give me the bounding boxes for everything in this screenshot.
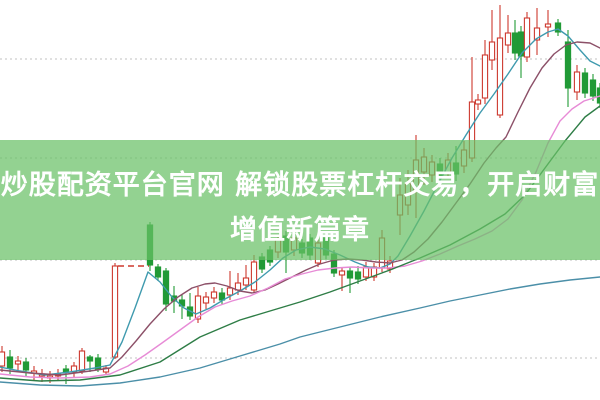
candle-body bbox=[533, 27, 541, 41]
candle-body bbox=[338, 270, 346, 276]
candle-body bbox=[481, 54, 489, 99]
promo-banner: 炒股配资平台官网 解锁股票杠杆交易，开启财富 增值新篇章 bbox=[0, 140, 600, 260]
candle-body bbox=[504, 32, 512, 46]
candle-body bbox=[554, 22, 562, 33]
candle-body bbox=[78, 350, 86, 372]
candle-body bbox=[202, 296, 210, 304]
promo-title-line2: 增值新篇章 bbox=[230, 215, 370, 246]
candle-body bbox=[354, 271, 362, 280]
candle-body bbox=[6, 356, 14, 369]
candle-body bbox=[0, 351, 6, 367]
candle-body bbox=[573, 71, 581, 93]
candle-body bbox=[496, 37, 504, 116]
candle-body bbox=[346, 270, 354, 279]
candle-body bbox=[226, 287, 234, 296]
candle-body bbox=[564, 41, 572, 89]
candle-body bbox=[250, 261, 258, 291]
candle-body bbox=[544, 23, 552, 28]
candle-body bbox=[589, 79, 597, 97]
candle-body bbox=[162, 270, 170, 305]
candle-body bbox=[362, 266, 370, 278]
candle-body bbox=[581, 72, 589, 94]
candle-body bbox=[488, 41, 496, 61]
candle-body bbox=[86, 356, 94, 362]
promo-title-line1: 炒股配资平台官网 解锁股票杠杆交易，开启财富 bbox=[0, 170, 600, 201]
ma-line-maroon bbox=[0, 41, 600, 376]
candle-body bbox=[511, 32, 519, 54]
candle-body bbox=[596, 87, 600, 104]
candle-body bbox=[517, 31, 525, 57]
ma-line-slow-blue bbox=[0, 276, 600, 387]
candle-body bbox=[210, 291, 218, 299]
candle-body bbox=[242, 277, 250, 286]
candle-body bbox=[523, 17, 531, 58]
candle-body bbox=[14, 360, 22, 365]
candle-body bbox=[22, 361, 30, 371]
candle-body bbox=[194, 295, 202, 320]
candle-body bbox=[154, 266, 162, 278]
candle-body bbox=[94, 357, 102, 370]
candle-body bbox=[474, 99, 482, 105]
candle-body bbox=[62, 368, 70, 373]
candle-body bbox=[111, 265, 119, 358]
